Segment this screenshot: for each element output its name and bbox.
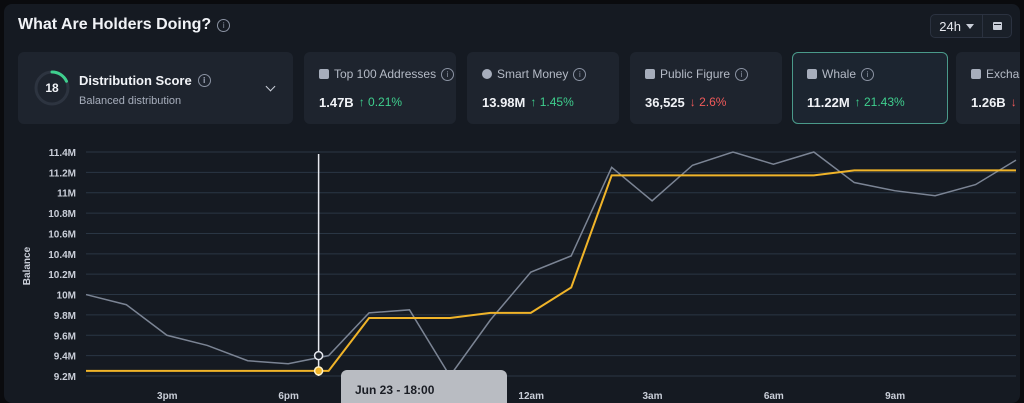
y-tick-label: 9.6M <box>54 331 76 342</box>
score-ring <box>34 70 70 106</box>
card-value: 13.98M <box>482 95 526 110</box>
metric-cards: 18 Distribution Score i Balanced distrib… <box>18 52 1020 124</box>
title-row: What Are Holders Doing? i <box>18 16 231 34</box>
card-label: Top 100 Addresses <box>334 67 437 81</box>
highlight-point <box>313 366 324 376</box>
card-value: 1.26B <box>971 95 1006 110</box>
card-label: Public Figure <box>660 67 731 81</box>
card-value: 11.22M <box>807 95 850 110</box>
y-tick-label: 10.2M <box>48 270 76 281</box>
card-label-row: Whale i <box>807 67 875 81</box>
y-tick-label: 11M <box>57 189 76 200</box>
highlight-point <box>313 350 324 361</box>
y-tick-label: 9.8M <box>54 311 76 322</box>
card-label-row: Top 100 Addresses i <box>319 67 455 81</box>
info-icon[interactable]: i <box>735 67 749 81</box>
calendar-icon <box>992 22 1002 30</box>
balance-chart[interactable]: 11.4M 11.2M 11M 10.8M 10.6M 10.4M 10.2M 10M 9.8M… <box>4 4 1020 403</box>
y-tick-label: 10M <box>57 291 76 302</box>
card-value-row: 36,525 ↓ 2.6% <box>645 95 726 110</box>
time-range-control: 24h <box>930 14 1012 38</box>
x-tick-label: 3am <box>643 391 663 402</box>
x-tick-label: 12am <box>518 391 544 402</box>
card-value: 36,525 <box>645 95 685 110</box>
card-label-row: Exchan <box>971 67 1020 81</box>
card-change: ↓ <box>1010 95 1017 109</box>
card-label: Exchan <box>986 67 1020 81</box>
card-value-row: 1.47B ↑ 0.21% <box>319 95 402 110</box>
score-subtitle: Balanced distribution <box>79 95 182 107</box>
score-value: 18 <box>45 81 59 95</box>
card-top-100-addresses[interactable]: Top 100 Addresses i 1.47B ↑ 0.21% <box>304 52 456 124</box>
caret-down-icon <box>966 23 974 29</box>
y-tick-label: 11.2M <box>49 168 76 179</box>
time-range-dropdown[interactable]: 24h <box>931 15 982 37</box>
card-public-figure[interactable]: Public Figure i 36,525 ↓ 2.6% <box>630 52 782 124</box>
card-label: Smart Money <box>497 67 569 81</box>
card-change: ↑ 21.43% <box>854 95 905 109</box>
x-tick-label: 6pm <box>278 391 299 402</box>
time-range-label: 24h <box>939 18 961 34</box>
bank-icon <box>971 69 981 79</box>
page-title: What Are Holders Doing? <box>18 16 212 33</box>
y-tick-label: 10.8M <box>48 209 76 220</box>
info-icon[interactable]: i <box>217 18 231 32</box>
card-exchange[interactable]: Exchan 1.26B ↓ <box>956 52 1020 124</box>
wallet-icon <box>319 69 329 79</box>
card-value: 1.47B <box>319 95 354 110</box>
card-change: ↓ 2.6% <box>689 95 727 109</box>
info-icon[interactable]: i <box>441 67 455 81</box>
calendar-button[interactable] <box>982 15 1011 37</box>
y-tick-label: 10.4M <box>48 250 76 261</box>
card-whale[interactable]: Whale i 11.22M ↑ 21.43% <box>792 52 948 124</box>
score-ring-arc <box>34 70 70 106</box>
card-change: ↑ 1.45% <box>530 95 574 109</box>
y-tick-label: 11.4M <box>49 148 76 159</box>
card-label-row: Smart Money i <box>482 67 587 81</box>
series-line <box>86 169 1016 372</box>
y-tick-label: 9.4M <box>54 352 76 363</box>
chart-tooltip: Jun 23 - 18:00 <box>341 370 507 403</box>
info-icon[interactable]: i <box>197 74 211 87</box>
card-label: Whale <box>822 67 857 81</box>
x-tick-label: 3pm <box>157 391 178 402</box>
whale-icon <box>807 69 817 79</box>
distribution-score-card[interactable]: 18 Distribution Score i Balanced distrib… <box>18 52 293 124</box>
series-line <box>85 151 1017 378</box>
info-icon[interactable]: i <box>573 67 587 81</box>
holders-panel: What Are Holders Doing? i 24h 18 Distrib… <box>4 4 1020 403</box>
tooltip-label: Jun 23 - 18:00 <box>355 383 435 397</box>
y-axis-label: Balance <box>22 246 33 285</box>
card-label-row: Public Figure i <box>645 67 749 81</box>
info-icon[interactable]: i <box>861 67 875 81</box>
x-tick-label: 6am <box>764 391 784 402</box>
card-value-row: 1.26B ↓ <box>971 95 1017 110</box>
card-change: ↑ 0.21% <box>358 95 403 109</box>
y-tick-label: 9.2M <box>54 372 76 383</box>
card-value-row: 13.98M ↑ 1.45% <box>482 95 574 110</box>
score-title: Distribution Score <box>79 73 192 88</box>
card-value-row: 11.22M ↑ 21.43% <box>807 95 905 110</box>
card-smart-money[interactable]: Smart Money i 13.98M ↑ 1.45% <box>467 52 619 124</box>
score-title-row: Distribution Score i <box>79 73 211 88</box>
megaphone-icon <box>645 69 655 79</box>
y-tick-label: 10.6M <box>48 229 76 240</box>
brain-icon <box>482 69 492 79</box>
x-tick-label: 9am <box>885 391 905 402</box>
